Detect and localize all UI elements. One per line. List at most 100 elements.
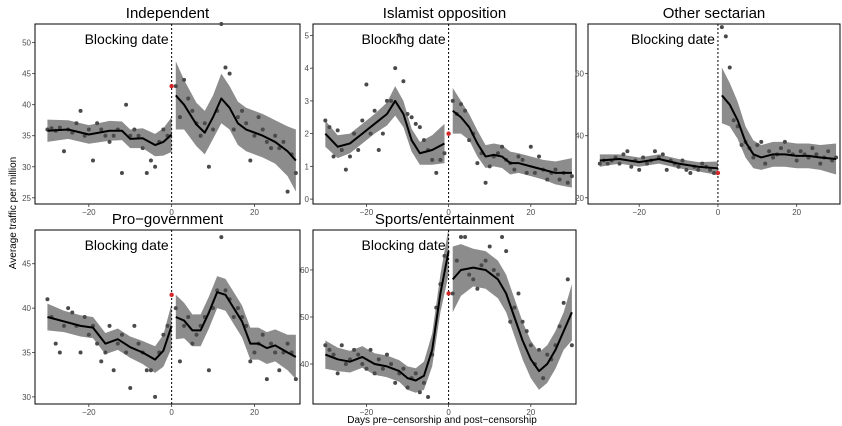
data-point (528, 343, 533, 348)
data-point (285, 189, 290, 194)
data-point (516, 154, 521, 159)
data-point (148, 368, 153, 373)
pre-censorship-trend-line (324, 250, 450, 382)
data-point (252, 133, 257, 138)
panel-sports-entertainment: Sports/entertainment Blocking date 40 50 60 −… (300, 211, 577, 417)
data-point (153, 394, 158, 399)
data-point (500, 144, 505, 149)
data-point (520, 157, 525, 162)
data-point (161, 332, 166, 337)
x-tick-label: 0 (716, 208, 721, 217)
post-censorship-confidence-band (175, 276, 296, 380)
data-point (339, 148, 344, 152)
data-point (177, 115, 182, 120)
pre-censorship-confidence-band (47, 303, 172, 373)
data-point (219, 235, 224, 240)
data-point (569, 174, 574, 179)
data-point (524, 170, 529, 175)
blocking-date-annotation: Blocking date (85, 237, 169, 253)
data-point (767, 149, 772, 154)
data-point (434, 170, 439, 175)
data-point (70, 310, 75, 315)
panel-title: Islamist opposition (383, 5, 506, 22)
data-point (194, 332, 199, 337)
data-point (107, 139, 112, 144)
data-point (645, 161, 650, 166)
data-point (339, 343, 344, 348)
data-point (264, 377, 269, 382)
data-point (376, 357, 381, 362)
y-tick-label: 35 (22, 349, 31, 358)
data-point (565, 180, 570, 185)
data-point (124, 102, 129, 107)
data-point (413, 371, 418, 376)
data-point (186, 96, 191, 101)
data-point (450, 291, 455, 296)
data-point (364, 366, 369, 371)
data-point (625, 149, 630, 154)
data-point (273, 350, 278, 355)
data-point (215, 288, 220, 293)
y-tick-label: 50 (22, 39, 31, 48)
data-point (401, 79, 406, 84)
data-point (235, 306, 240, 311)
data-point (206, 164, 211, 169)
y-tick-label: 40 (575, 132, 584, 141)
x-tick-label: 0 (169, 208, 174, 217)
post-censorship-confidence-band (175, 61, 296, 192)
data-point (132, 323, 137, 328)
panel-independent: Independent Blocking date 25 30 35 40 45 50 −20 0… (22, 5, 301, 217)
data-point (621, 152, 626, 157)
data-point (231, 127, 236, 132)
data-point (240, 108, 245, 113)
post-censorship-confidence-band (452, 87, 572, 188)
data-point (144, 170, 149, 175)
data-point (417, 390, 422, 395)
data-point (248, 359, 253, 364)
y-tick-label: 40 (22, 101, 31, 110)
data-point (74, 121, 79, 126)
data-point (512, 305, 517, 310)
x-tick-label: 20 (792, 208, 801, 217)
panel-pro-government: Pro−government Blocking date 30 35 40 45 −20 0 2… (22, 211, 301, 417)
data-point (487, 164, 492, 169)
data-point (293, 377, 298, 382)
data-point (629, 164, 634, 169)
data-point (712, 170, 716, 175)
pre-censorship-confidence-band (325, 227, 449, 393)
data-point (463, 235, 468, 240)
data-point (545, 177, 550, 182)
data-point (537, 154, 542, 159)
data-point (66, 306, 71, 311)
blocking-date-annotation: Blocking date (85, 31, 169, 47)
data-point (347, 154, 352, 159)
data-point (814, 152, 819, 157)
data-point (524, 329, 529, 334)
data-point (99, 127, 104, 132)
post-censorship-trend-line (175, 291, 297, 358)
y-tick-label: 20 (575, 194, 584, 203)
data-point (389, 362, 394, 367)
data-point (244, 323, 249, 328)
data-point (95, 341, 100, 346)
data-point (111, 133, 116, 138)
data-point (115, 341, 120, 346)
post-censorship-trend-line (452, 109, 572, 174)
data-point (343, 362, 348, 367)
y-tick-label: 25 (22, 194, 31, 203)
data-point (111, 368, 116, 373)
data-point (231, 315, 236, 319)
pre-censorship-trend-line (599, 158, 719, 170)
data-point (235, 115, 240, 120)
data-point (393, 380, 398, 385)
panel-title: Independent (126, 5, 210, 22)
data-point (260, 332, 265, 337)
data-point (454, 258, 459, 263)
data-point (331, 154, 336, 159)
data-point (161, 127, 166, 132)
data-point (413, 121, 418, 126)
data-point (798, 149, 803, 154)
data-point (323, 343, 328, 348)
data-point (684, 167, 689, 172)
